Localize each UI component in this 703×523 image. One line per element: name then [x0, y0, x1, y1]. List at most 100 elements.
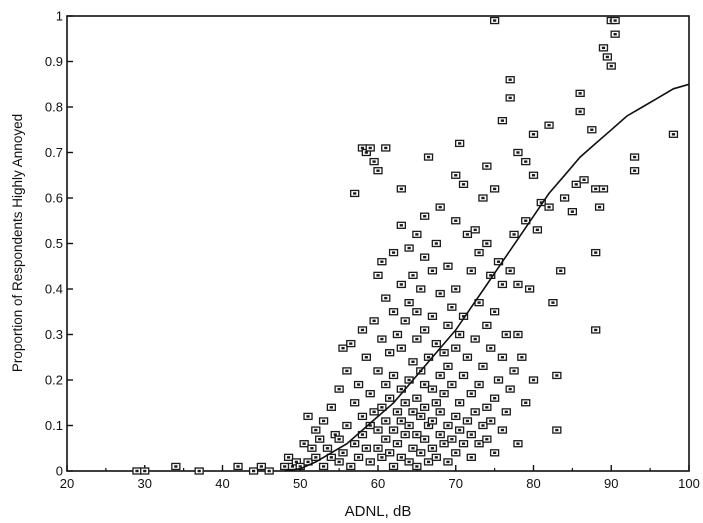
y-tick-label: 0.9: [45, 54, 63, 69]
data-point: [482, 162, 492, 170]
data-point: [388, 248, 399, 257]
data-point: [478, 362, 488, 371]
data-point: [610, 30, 620, 38]
data-point: [591, 185, 601, 193]
data-point: [392, 440, 403, 448]
data-point: [505, 267, 515, 275]
data-point: [419, 380, 430, 389]
data-point: [416, 449, 426, 457]
data-point: [381, 294, 391, 302]
data-point: [373, 367, 383, 375]
data-point: [408, 408, 418, 416]
data-point: [489, 185, 500, 193]
data-point: [400, 317, 410, 325]
data-point: [322, 444, 333, 452]
data-point: [602, 53, 613, 61]
data-point: [264, 467, 274, 475]
x-tick-label: 80: [526, 476, 540, 491]
data-point: [497, 353, 508, 361]
data-point: [482, 239, 492, 248]
data-point: [419, 403, 430, 411]
data-point: [427, 267, 438, 275]
data-point: [392, 408, 403, 416]
data-point: [509, 367, 519, 375]
data-point: [451, 285, 461, 293]
data-point: [439, 440, 449, 448]
data-point: [571, 180, 581, 189]
data-point: [373, 444, 383, 452]
data-point: [396, 453, 406, 462]
data-point: [357, 412, 368, 421]
data-point: [454, 426, 465, 434]
data-point: [435, 408, 445, 416]
data-point: [283, 453, 294, 462]
data-point: [334, 435, 344, 443]
data-point: [307, 444, 317, 452]
data-point: [458, 440, 469, 448]
data-point: [427, 417, 438, 425]
data-point: [342, 421, 352, 430]
data-point: [610, 16, 620, 25]
data-point: [431, 339, 441, 348]
data-point: [377, 453, 387, 462]
data-point: [458, 180, 469, 189]
data-point: [377, 335, 387, 343]
fit-curve: [284, 83, 690, 472]
data-point: [629, 153, 640, 161]
data-point: [466, 430, 476, 439]
data-point: [357, 326, 368, 334]
data-point: [338, 344, 348, 352]
data-point: [466, 453, 476, 462]
x-tick-label: 30: [138, 476, 152, 491]
data-point: [427, 385, 438, 393]
data-point: [419, 326, 430, 334]
data-point: [431, 453, 441, 462]
data-point: [412, 230, 422, 239]
data-point: [350, 440, 360, 448]
data-point: [439, 349, 449, 357]
data-point: [419, 435, 430, 443]
data-point: [501, 408, 511, 416]
data-point: [462, 417, 473, 425]
data-point: [528, 376, 539, 384]
data-point: [299, 440, 309, 448]
data-point: [427, 444, 438, 452]
data-point: [474, 248, 484, 257]
data-point: [462, 353, 473, 361]
y-axis-ticks: 0 0.1 0.2 0.3 0.4 0.5 0.6 0.7 0.8 0.9 1: [45, 9, 73, 479]
data-point: [435, 203, 445, 211]
data-point: [470, 226, 480, 234]
data-point: [171, 462, 181, 471]
data-point: [408, 444, 418, 452]
data-point: [470, 335, 480, 343]
data-point: [365, 389, 375, 398]
data-point: [408, 358, 418, 366]
data-point: [575, 89, 585, 97]
data-point: [412, 430, 422, 439]
data-point: [315, 435, 325, 443]
data-point: [552, 371, 562, 380]
data-point: [486, 417, 496, 425]
data-point: [447, 303, 457, 311]
data-point: [396, 221, 406, 229]
data-point: [373, 271, 383, 280]
data-point: [233, 462, 243, 471]
data-point: [439, 389, 449, 398]
data-point: [361, 353, 371, 361]
y-tick-label: 0.2: [45, 373, 63, 388]
data-point: [419, 253, 430, 261]
data-point: [346, 462, 356, 471]
data-point: [369, 157, 379, 166]
data-point: [311, 453, 321, 462]
data-point: [194, 467, 204, 475]
data-point: [528, 171, 539, 179]
data-point: [404, 298, 414, 307]
data-point: [381, 144, 391, 152]
data-point: [579, 176, 589, 184]
data-point: [431, 399, 441, 407]
data-point: [509, 230, 519, 239]
data-point: [435, 371, 445, 380]
data-point: [474, 440, 484, 448]
data-point: [311, 426, 321, 434]
